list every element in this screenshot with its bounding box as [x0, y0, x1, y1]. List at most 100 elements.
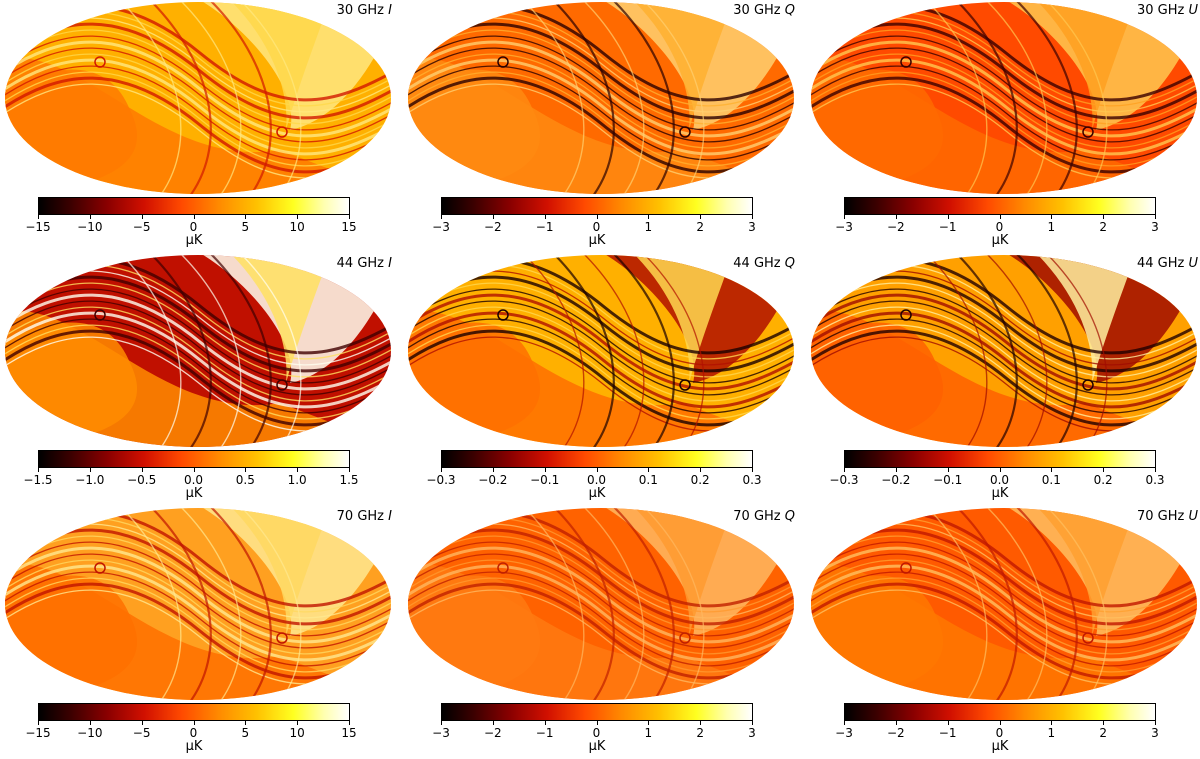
colorbar-gradient [844, 197, 1156, 215]
map-arc [582, 255, 645, 447]
colorbar-tick-label: 2 [696, 220, 704, 234]
map-streak [811, 306, 1197, 402]
map-arc [552, 508, 615, 700]
colorbar-gradient [38, 703, 350, 721]
map-streak [811, 53, 1197, 149]
map-streak [811, 571, 1197, 667]
colorbar-tick [1051, 721, 1053, 725]
colorbar-tick [141, 215, 143, 219]
map-panel-44ghz-q: 44 GHz Q −0.3 −0.2 −0.1 0.0 0.1 0.2 0.3 μK [403, 253, 803, 506]
colorbar-tick [895, 468, 897, 472]
colorbar-unit-label: μK [185, 486, 203, 501]
colorbar: −15 −10 −5 0 5 10 15 μK [0, 701, 400, 759]
map-streak [5, 293, 391, 391]
map-arc [149, 255, 212, 447]
map-streak [811, 318, 1197, 414]
colorbar-tick [38, 215, 39, 219]
colorbar-tick [844, 468, 845, 472]
map-arc [612, 255, 675, 447]
colorbar-tick [89, 468, 91, 472]
colorbar: −3 −2 −1 0 1 2 3 μK [403, 195, 803, 253]
colorbar: −1.5 −1.0 −0.5 0.0 0.5 1.0 1.5 μK [0, 448, 400, 506]
colorbar-tick-label: −0.5 [127, 473, 157, 487]
ecliptic-pole-mark [497, 56, 509, 68]
ecliptic-pole-mark [94, 562, 106, 574]
map-streak [5, 40, 391, 138]
colorbar-tick-label: 5 [241, 726, 250, 740]
colorbar-tick-label: −10 [77, 220, 103, 234]
colorbar-tick [1103, 215, 1105, 219]
mollweide-map [5, 255, 391, 447]
colorbar-tick-label: 0.3 [1145, 473, 1165, 487]
map-streak [5, 65, 391, 161]
map-arc [522, 255, 585, 447]
map-streak [811, 71, 1197, 167]
ecliptic-pole-mark [276, 632, 288, 644]
map-streak [5, 564, 391, 662]
ecliptic-pole-mark [94, 56, 106, 68]
map-panel-70ghz-q: 70 GHz Q −3 −2 −1 0 1 2 3 μK [403, 506, 803, 759]
map-streak [5, 71, 391, 167]
map-lobe [230, 508, 330, 636]
colorbar-tick-label: 0.0 [989, 473, 1010, 487]
colorbar-tick-label: −1 [938, 220, 957, 234]
map-streak [5, 553, 391, 649]
colorbar-unit-label: μK [991, 233, 1009, 248]
colorbar-tick-label: −1.5 [23, 473, 53, 487]
map-arc [239, 255, 302, 447]
map-streak [811, 58, 1197, 156]
map-streak [408, 40, 794, 138]
map-lobe [230, 2, 330, 130]
colorbar-tick-label: −0.2 [478, 473, 508, 487]
colorbar-tick [752, 468, 753, 472]
map-streak [408, 35, 794, 131]
map-arc [1045, 508, 1108, 700]
colorbar-tick [1155, 215, 1156, 219]
map-arc [1015, 255, 1078, 447]
colorbar-unit-label: μK [185, 233, 203, 248]
map-arc [209, 2, 272, 194]
colorbar-tick-label: 0.2 [1093, 473, 1113, 487]
colorbar-tick [89, 215, 91, 219]
map-streak [811, 300, 1197, 396]
map-lobe [633, 255, 733, 383]
colorbar-tick [297, 468, 299, 472]
map-streak [408, 288, 794, 384]
map-lobe [1036, 255, 1136, 383]
colorbar-tick-label: 1.0 [287, 473, 307, 487]
ecliptic-pole-mark [679, 126, 691, 138]
ecliptic-pole-mark [900, 309, 912, 321]
colorbar-tick [1051, 468, 1053, 472]
map-arc [149, 2, 212, 194]
colorbar-tick [700, 215, 702, 219]
map-streak [811, 311, 1197, 409]
mollweide-map [5, 2, 391, 194]
map-arc [522, 508, 585, 700]
map-arc [642, 255, 705, 447]
colorbar-tick-label: 0 [189, 726, 198, 740]
panel-title: 70 GHz U [1136, 509, 1198, 524]
ecliptic-pole-mark [1082, 379, 1094, 391]
map-arc [925, 255, 988, 447]
colorbar-tick-label: −2 [886, 726, 905, 740]
colorbar-tick-label: 0.1 [638, 473, 658, 487]
map-arc [985, 508, 1048, 700]
map-arc [642, 2, 705, 194]
colorbar-gradient [441, 703, 753, 721]
map-streak [5, 577, 391, 673]
map-arc [582, 508, 645, 700]
map-streak [408, 559, 794, 655]
map-arc [1045, 255, 1108, 447]
colorbar-tick [844, 215, 845, 219]
map-lobe [633, 2, 733, 130]
colorbar-tick-label: −2 [483, 220, 502, 234]
colorbar-tick-label: 15 [341, 726, 357, 740]
colorbar: −0.3 −0.2 −0.1 0.0 0.1 0.2 0.3 μK [806, 448, 1200, 506]
colorbar-tick [648, 468, 650, 472]
colorbar-tick-label: 0.0 [183, 473, 204, 487]
colorbar-tick [193, 468, 195, 472]
map-streak [811, 553, 1197, 649]
map-arc [119, 2, 182, 194]
map-streak [5, 559, 391, 655]
map-arc [612, 2, 675, 194]
